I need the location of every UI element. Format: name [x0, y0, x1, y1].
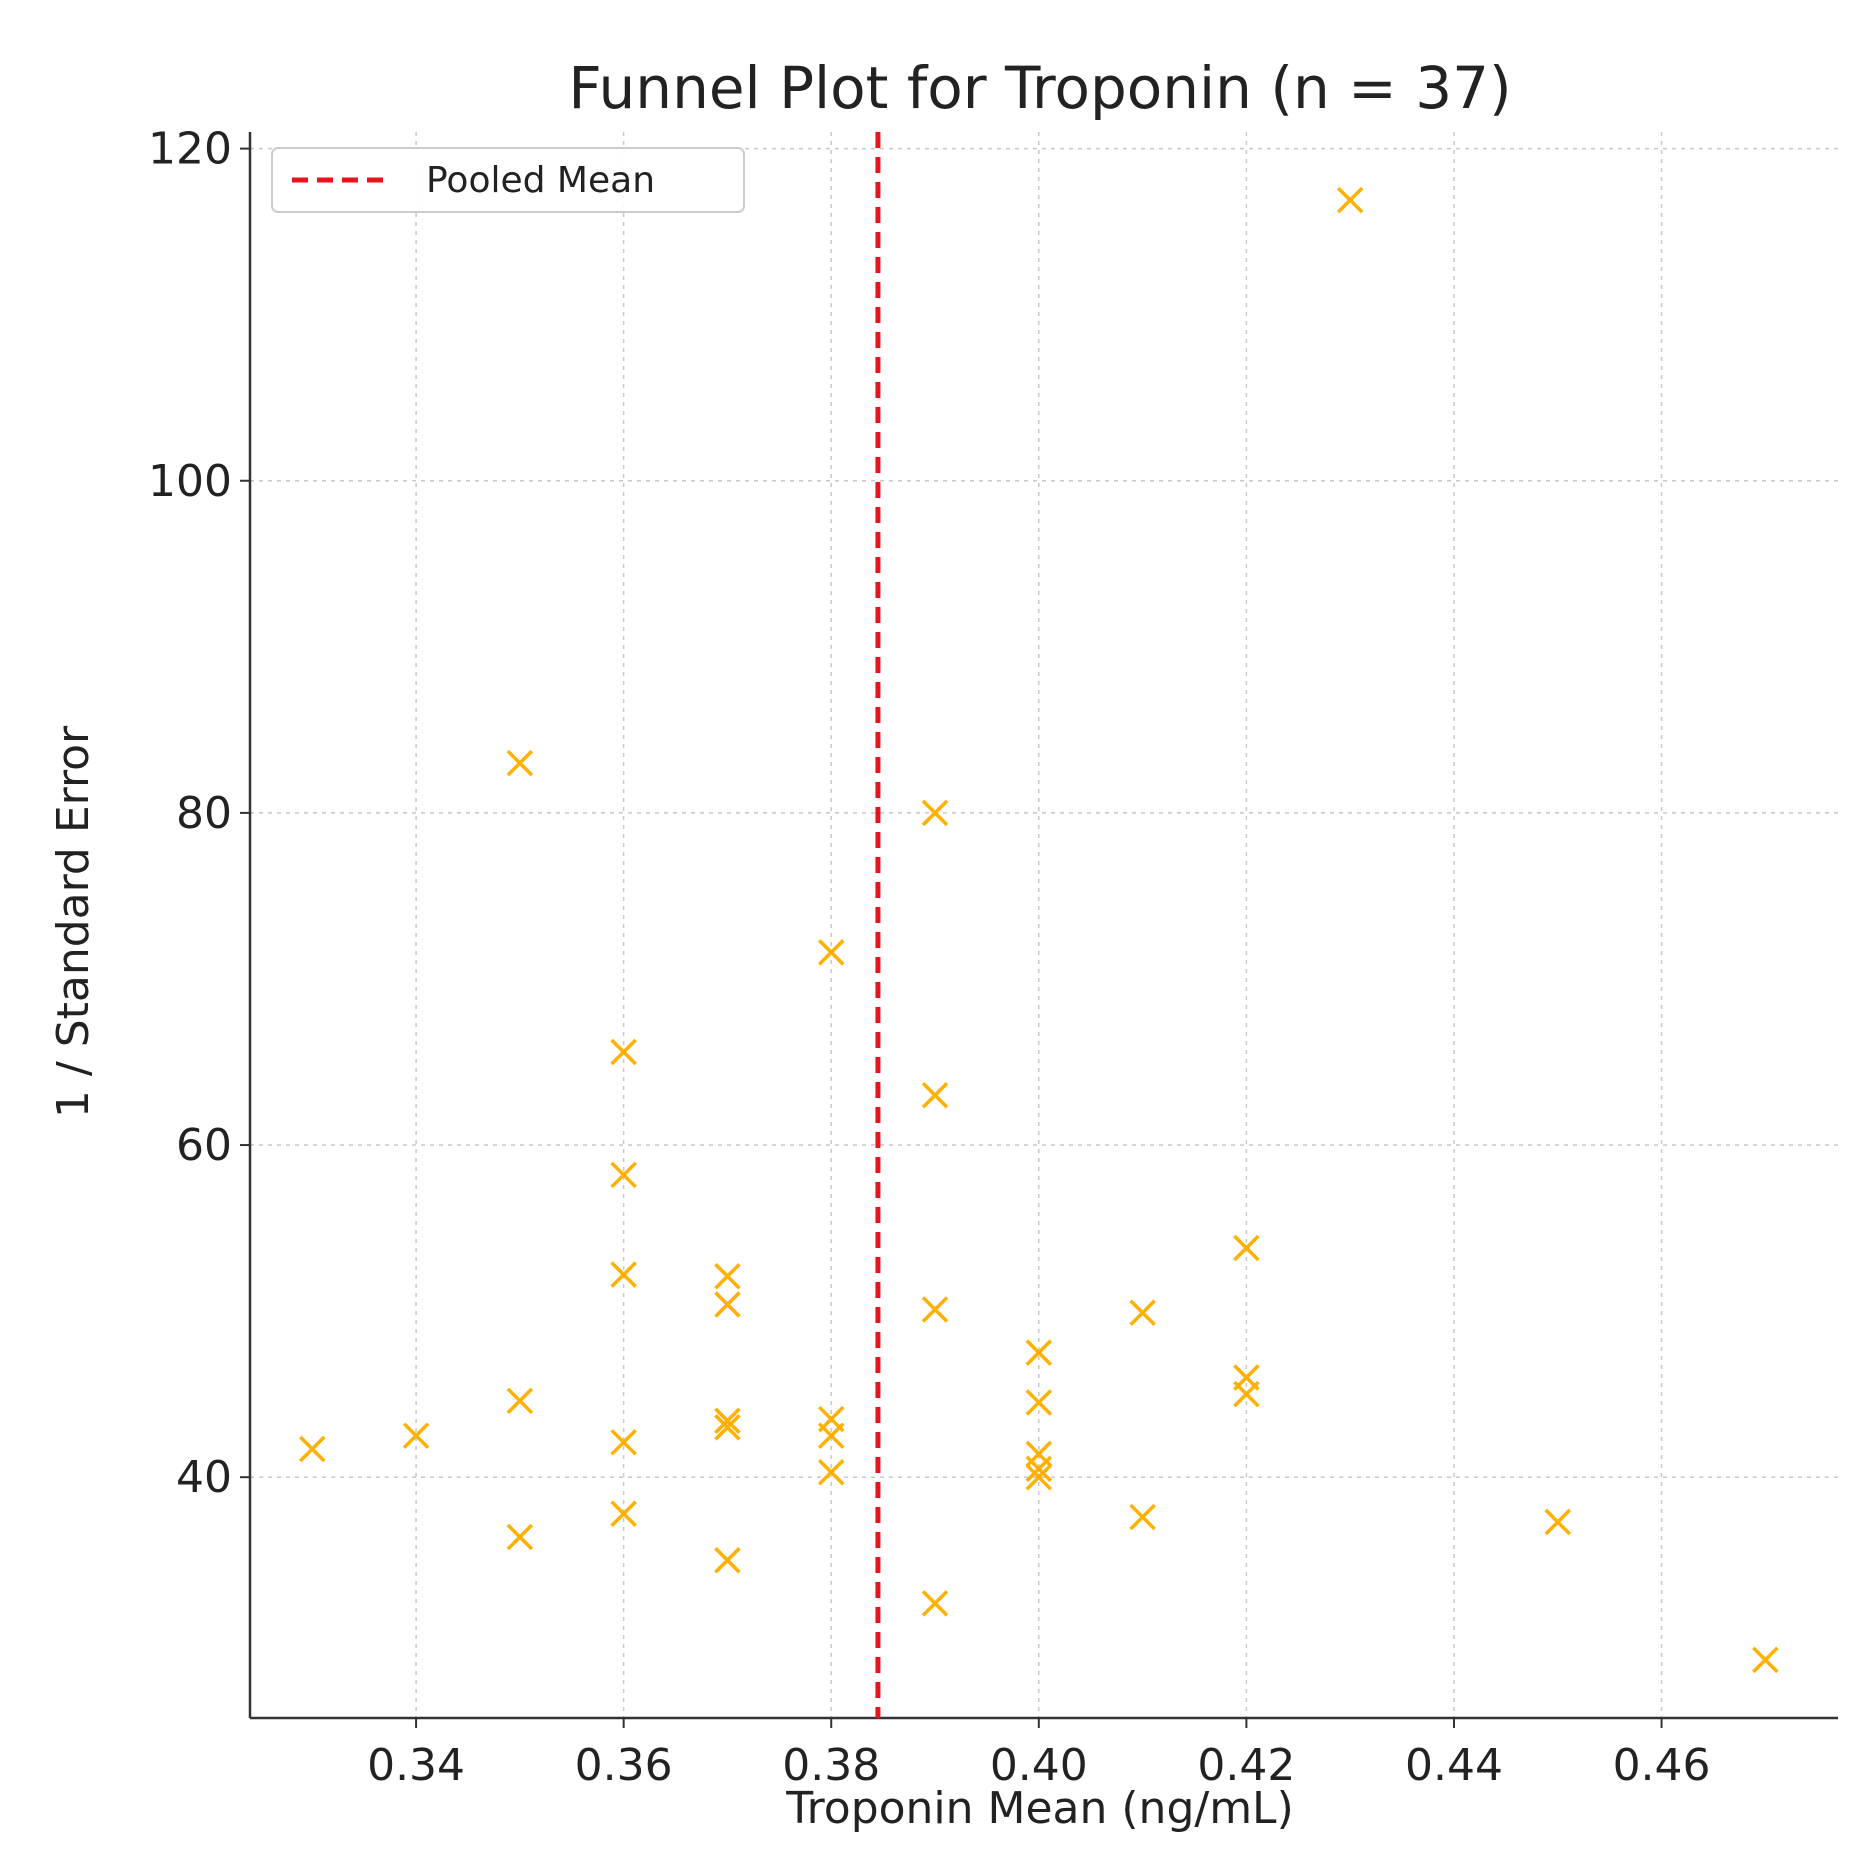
data-point	[817, 1422, 845, 1449]
x-tick-label: 0.46	[1613, 1740, 1711, 1791]
x-axis-label: Troponin Mean (ng/mL)	[785, 1783, 1294, 1834]
grid-lines	[250, 132, 1838, 1718]
data-point	[1233, 1380, 1260, 1408]
data-point	[817, 939, 845, 966]
data-point	[714, 1414, 741, 1441]
data-point	[506, 1387, 534, 1415]
data-point	[1233, 1234, 1260, 1262]
y-tick-label: 80	[176, 788, 232, 839]
tick-labels: 0.34 0.36 0.38 0.40 0.42 0.44 0.46 40 60 80 100 120	[148, 124, 1711, 1791]
data-point	[1336, 186, 1364, 214]
y-tick-label: 40	[176, 1452, 232, 1503]
y-tick-label: 120	[148, 124, 232, 175]
data-point	[506, 1523, 534, 1551]
data-point	[1752, 1646, 1779, 1674]
legend-pooled-mean-label: Pooled Mean	[426, 160, 655, 201]
data-point	[1129, 1503, 1156, 1531]
data-point	[1544, 1508, 1572, 1536]
data-point	[714, 1263, 741, 1290]
data-points	[299, 186, 1779, 1674]
legend-box	[271, 147, 745, 213]
x-tick-label: 0.44	[1405, 1740, 1503, 1791]
x-tick-label: 0.42	[1197, 1740, 1295, 1791]
data-point	[506, 749, 534, 777]
data-point	[1025, 1389, 1053, 1416]
data-point	[402, 1422, 430, 1449]
x-tick-label: 0.40	[990, 1740, 1088, 1791]
data-point	[714, 1291, 741, 1318]
data-point	[817, 1458, 845, 1486]
data-point	[299, 1435, 326, 1463]
data-point	[1025, 1455, 1053, 1483]
data-point	[610, 1161, 637, 1189]
data-point	[610, 1038, 637, 1066]
data-point	[921, 1081, 949, 1109]
legend: Pooled Mean	[271, 147, 745, 213]
y-tick-label: 60	[176, 1120, 232, 1171]
data-point	[714, 1546, 741, 1574]
data-point	[610, 1261, 637, 1288]
axes	[248, 132, 1838, 1720]
x-tick-label: 0.38	[782, 1740, 880, 1791]
x-tick-label: 0.34	[367, 1740, 465, 1791]
y-tick-label: 100	[148, 456, 232, 507]
data-point	[610, 1500, 637, 1527]
x-tick-label: 0.36	[575, 1740, 673, 1791]
data-point	[921, 1296, 949, 1323]
data-point	[921, 799, 949, 827]
data-point	[610, 1429, 637, 1456]
data-point	[714, 1407, 741, 1434]
data-point	[1025, 1339, 1053, 1366]
data-point	[921, 1590, 949, 1617]
y-axis-label: 1 / Standard Error	[48, 725, 99, 1118]
chart-title: Funnel Plot for Troponin (n = 37)	[568, 54, 1511, 122]
data-point	[1025, 1463, 1053, 1491]
data-point	[1129, 1299, 1156, 1327]
